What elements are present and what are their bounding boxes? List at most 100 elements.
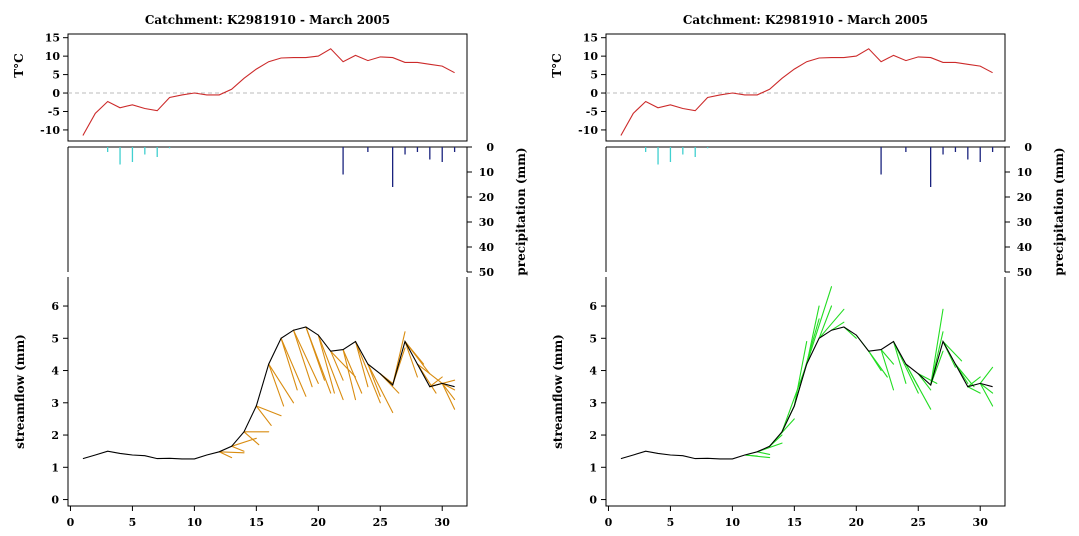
temperature-axis-label: T°C bbox=[550, 53, 564, 77]
streamflow-panel-frame bbox=[605, 277, 1006, 507]
x-tick-label: 30 bbox=[435, 516, 451, 529]
precipitation-axis-label: precipitation (mm) bbox=[514, 147, 528, 275]
streamflow-axis-label: streamflow (mm) bbox=[551, 334, 565, 449]
precipitation-ytick-label: 30 bbox=[1017, 216, 1033, 229]
forecast-trajectory bbox=[793, 340, 808, 407]
forecast-trajectory bbox=[979, 366, 994, 384]
temperature-series-line bbox=[620, 48, 993, 136]
temperature-ytick-label: 0 bbox=[590, 87, 598, 100]
forecast-trajectory bbox=[880, 349, 895, 391]
forecast-trajectory bbox=[367, 363, 394, 414]
forecast-trajectory bbox=[806, 305, 820, 365]
precipitation-ytick-label: 10 bbox=[1017, 166, 1033, 179]
forecast-trajectory bbox=[868, 350, 888, 378]
forecast-trajectory bbox=[892, 340, 907, 384]
chart-title: Catchment: K2981910 - March 2005 bbox=[145, 13, 390, 27]
forecast-trajectory bbox=[280, 337, 307, 397]
x-tick-label: 0 bbox=[605, 516, 613, 529]
temperature-ytick-label: 5 bbox=[52, 69, 60, 82]
streamflow-ytick-label: 2 bbox=[589, 429, 597, 442]
precipitation-ytick-label: 40 bbox=[1017, 241, 1033, 254]
x-tick-label: 10 bbox=[187, 516, 203, 529]
forecast-trajectory bbox=[404, 340, 418, 378]
temperature-series-line bbox=[82, 48, 455, 136]
forecast-trajectory bbox=[243, 431, 260, 446]
observed-streamflow-line bbox=[620, 326, 993, 460]
streamflow-panel-frame bbox=[67, 277, 468, 507]
forecast-trajectory bbox=[292, 329, 319, 384]
forecast-trajectory bbox=[317, 334, 344, 401]
precipitation-panel-frame bbox=[68, 146, 468, 272]
forecast-trajectory bbox=[231, 445, 245, 452]
temperature-ytick-label: 10 bbox=[45, 50, 61, 63]
temperature-ytick-label: 5 bbox=[590, 69, 598, 82]
forecast-trajectory bbox=[268, 363, 295, 404]
x-tick-label: 25 bbox=[911, 516, 926, 529]
temperature-ytick-label: -5 bbox=[586, 105, 598, 118]
x-tick-label: 25 bbox=[373, 516, 388, 529]
forecast-trajectory bbox=[830, 321, 845, 331]
chart-1: Catchment: K2981910 - March 2005 15 10 5 0 -5… bbox=[12, 13, 528, 529]
x-tick-label: 5 bbox=[667, 516, 675, 529]
temperature-ytick-label: -5 bbox=[48, 105, 60, 118]
x-tick-label: 20 bbox=[849, 516, 865, 529]
forecast-trajectory bbox=[280, 337, 298, 391]
precipitation-ytick-label: 50 bbox=[1017, 266, 1033, 279]
forecast-trajectory bbox=[441, 382, 456, 410]
forecast-trajectory bbox=[880, 349, 895, 365]
forecast-trajectory bbox=[744, 454, 771, 459]
forecast-trajectory bbox=[917, 373, 938, 384]
forecast-trajectory bbox=[806, 286, 833, 365]
streamflow-ytick-label: 3 bbox=[51, 397, 59, 410]
streamflow-ytick-label: 4 bbox=[51, 365, 59, 378]
forecast-trajectory bbox=[979, 382, 994, 394]
forecast-trajectory bbox=[218, 451, 245, 454]
forecast-trajectory bbox=[979, 382, 994, 407]
forecast-trajectory bbox=[441, 382, 456, 401]
forecast-trajectory bbox=[354, 340, 369, 388]
x-tick-label: 10 bbox=[725, 516, 741, 529]
forecast-trajectory bbox=[218, 451, 233, 459]
temperature-ytick-label: -10 bbox=[578, 124, 598, 137]
precipitation-ytick-label: 30 bbox=[479, 216, 495, 229]
streamflow-ytick-label: 1 bbox=[589, 461, 597, 474]
forecast-trajectory bbox=[917, 373, 932, 391]
observed-streamflow-line bbox=[82, 326, 455, 460]
temperature-ytick-label: 0 bbox=[52, 87, 60, 100]
forecast-trajectory bbox=[967, 386, 981, 394]
temperature-ytick-label: 10 bbox=[583, 50, 599, 63]
forecast-trajectory bbox=[305, 326, 332, 394]
streamflow-ytick-label: 5 bbox=[589, 332, 597, 345]
precipitation-ytick-label: 20 bbox=[1017, 191, 1033, 204]
forecast-trajectory bbox=[954, 363, 975, 388]
precipitation-ytick-label: 0 bbox=[486, 141, 494, 154]
precipitation-ytick-label: 0 bbox=[1024, 141, 1032, 154]
streamflow-ytick-label: 2 bbox=[51, 429, 59, 442]
forecast-trajectory bbox=[818, 308, 845, 339]
forecast-trajectory bbox=[905, 363, 932, 410]
temperature-ytick-label: 15 bbox=[45, 32, 60, 45]
precipitation-ytick-label: 40 bbox=[479, 241, 495, 254]
temperature-axis-label: T°C bbox=[12, 53, 26, 77]
precipitation-ytick-label: 10 bbox=[479, 166, 495, 179]
x-tick-label: 15 bbox=[787, 516, 802, 529]
temperature-ytick-label: -10 bbox=[40, 124, 60, 137]
streamflow-ytick-label: 0 bbox=[51, 494, 59, 507]
forecast-trajectory bbox=[342, 349, 357, 401]
forecast-trajectory bbox=[255, 405, 272, 426]
forecast-trajectory bbox=[818, 305, 833, 339]
x-tick-label: 15 bbox=[249, 516, 264, 529]
streamflow-axis-label: streamflow (mm) bbox=[13, 334, 27, 449]
forecast-trajectory bbox=[292, 329, 313, 388]
forecast-trajectory bbox=[942, 340, 963, 362]
x-tick-label: 0 bbox=[67, 516, 75, 529]
forecast-trajectory bbox=[255, 405, 282, 417]
forecast-trajectory bbox=[930, 308, 944, 386]
forecast-trajectory bbox=[354, 340, 381, 404]
forecast-trajectory bbox=[967, 376, 981, 388]
forecast-trajectory bbox=[330, 350, 344, 381]
streamflow-ytick-label: 4 bbox=[589, 365, 597, 378]
x-tick-label: 20 bbox=[311, 516, 327, 529]
forecast-trajectory bbox=[404, 340, 425, 365]
